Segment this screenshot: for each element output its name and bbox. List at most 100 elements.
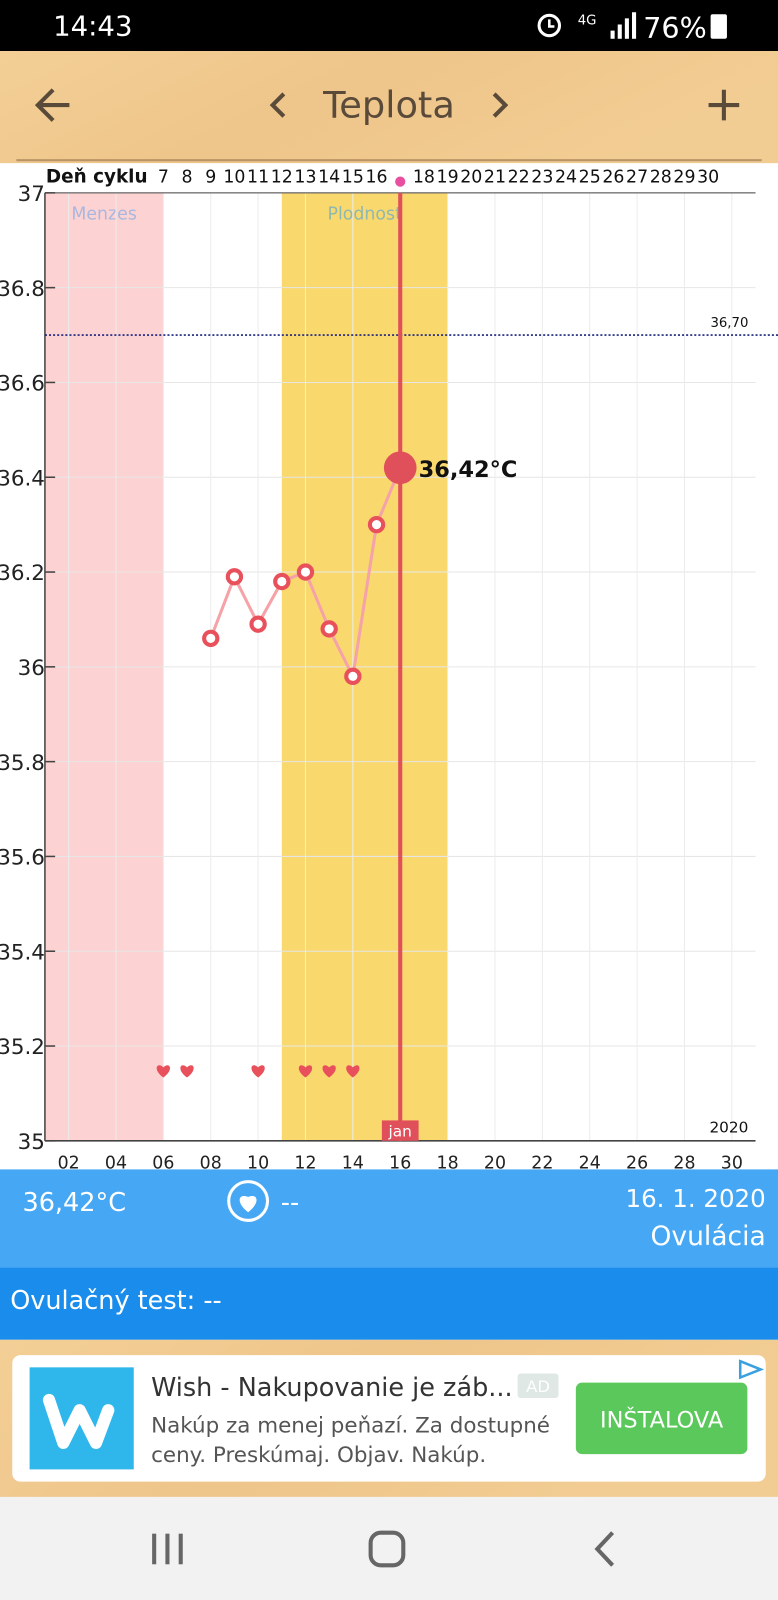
cycle-day-label: 12 [271,168,293,188]
summary-date: 16. 1. 2020 [626,1184,766,1213]
summary-temperature: 36,42°C [22,1188,126,1218]
intercourse-icon [227,1180,270,1222]
cycle-day-label: 15 [342,168,364,188]
cycle-day-label: 21 [484,168,506,188]
cycle-day-label: 8 [182,168,193,188]
today-dot [395,176,406,187]
intercourse-heart [251,1065,265,1078]
intercourse-heart [346,1065,360,1078]
cycle-day-label: 14 [318,168,340,188]
x-tick-label: 26 [626,1153,648,1173]
x-tick-label: 02 [58,1153,80,1173]
y-tick-label: 36.8 [0,277,45,302]
temperature-point [296,563,315,581]
cycle-day-label: 19 [437,168,459,188]
temperature-point [249,615,267,633]
ad-text-line2: ceny. Preskúmaj. Objav. Nakúp. [151,1443,486,1468]
reference-line-label: 36,70 [710,316,748,331]
cycle-day-label: 27 [626,168,648,188]
cycle-day-label: 7 [158,168,169,188]
cycle-day-label: 20 [460,168,482,188]
x-tick-label: 06 [152,1153,174,1173]
battery-icon [710,14,727,39]
phase-band-label: Plodnost [328,204,403,224]
ad-badge: AD [526,1377,550,1396]
ad-install-button[interactable] [575,1382,748,1455]
cycle-day-label: 10 [223,168,245,188]
x-tick-label: 28 [673,1153,695,1173]
x-tick-label: 30 [721,1153,743,1173]
y-tick-label: 35 [18,1130,45,1155]
cycle-day-label: 16 [366,168,388,188]
add-button[interactable] [708,89,740,121]
intercourse-heart [322,1065,336,1078]
y-tick-label: 35.8 [0,751,45,776]
ovulation-test: Ovulačný test: -- [10,1286,222,1316]
screen-title: Teplota [322,83,455,126]
x-tick-label: 18 [437,1153,459,1173]
x-tick-label: 14 [342,1153,364,1173]
cycle-day-label: 9 [205,168,216,188]
ad-text-line1: Nakúp za menej peňazí. Za dostupné [151,1414,550,1439]
clock: 14:43 [53,11,132,43]
year-label: 2020 [709,1119,748,1137]
system-back-button[interactable] [594,1531,615,1567]
temperature-point [344,667,362,685]
cycle-day-label: 11 [247,168,269,188]
cycle-day-label: 30 [697,168,719,188]
cycle-day-label: 29 [673,168,695,188]
x-tick-label: 12 [294,1153,316,1173]
summary-panel [0,1169,778,1268]
selected-point [383,451,417,485]
temperature-point [367,515,386,534]
recents-button[interactable] [152,1533,183,1565]
month-label-bg [381,1120,419,1141]
cycle-day-label: 13 [294,168,316,188]
status-bar [0,0,778,52]
ad-title: Wish - Nakupovanie je záb... [151,1373,512,1403]
cycle-day-label: 25 [579,168,601,188]
ad-logo-mark [42,1393,115,1449]
cycle-day-label: 24 [555,168,577,188]
alarm-icon [537,13,562,38]
ad-choices-icon[interactable] [738,1359,765,1380]
y-tick-label: 35.4 [0,940,45,965]
network-type: 4G [578,13,597,28]
y-tick-label: 36 [18,656,45,681]
x-tick-label: 10 [247,1153,269,1173]
previous-button[interactable] [269,92,286,118]
y-tick-label: 35.2 [0,1035,45,1060]
ad-badge-bg [517,1373,559,1398]
cycle-day-label: 18 [413,168,435,188]
ovulation-test-bar[interactable] [0,1267,778,1340]
cycle-day-title: Deň cyklu [46,167,148,188]
intercourse-heart [298,1065,313,1078]
x-tick-label: 16 [389,1153,411,1173]
temperature-point [225,568,244,586]
ad-install-label: INŠTALOVA [600,1406,724,1434]
y-tick-label: 36.6 [0,372,45,397]
x-tick-label: 08 [200,1153,222,1173]
next-button[interactable] [492,92,509,118]
x-tick-label: 24 [579,1153,601,1173]
nav-bar [0,1496,778,1600]
selected-point-label: 36,42°C [419,457,518,483]
y-tick-label: 37 [18,182,45,207]
y-tick-label: 36.2 [0,561,45,586]
signal-icon [610,12,637,39]
home-button[interactable] [368,1530,406,1568]
x-tick-label: 04 [105,1153,127,1173]
month-label: jan [388,1123,412,1141]
intercourse-heart [156,1065,171,1078]
intercourse-value: -- [281,1188,299,1218]
temperature-point [273,572,291,591]
cycle-day-label: 28 [650,168,672,188]
x-tick-label: 20 [484,1153,506,1173]
temperature-point [320,620,338,638]
app-bar [0,51,778,164]
back-button[interactable] [34,88,70,122]
y-tick-label: 35.6 [0,846,45,871]
intercourse-heart [180,1065,194,1078]
x-tick-label: 22 [531,1153,553,1173]
